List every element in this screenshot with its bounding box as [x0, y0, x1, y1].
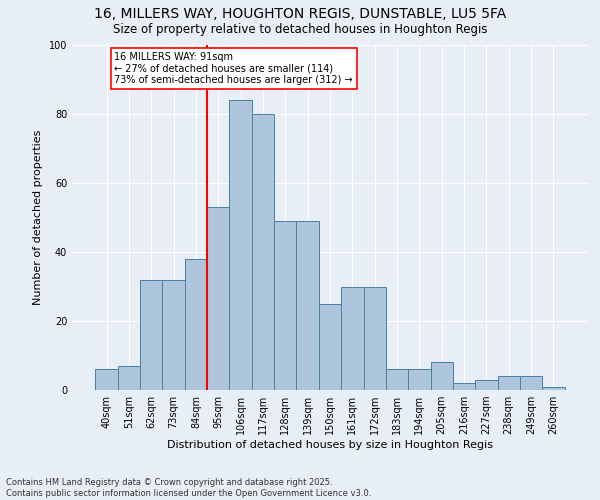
- Bar: [274, 221, 296, 390]
- Bar: [408, 370, 431, 390]
- Text: Size of property relative to detached houses in Houghton Regis: Size of property relative to detached ho…: [113, 22, 487, 36]
- Text: Contains HM Land Registry data © Crown copyright and database right 2025.
Contai: Contains HM Land Registry data © Crown c…: [6, 478, 371, 498]
- Bar: [497, 376, 520, 390]
- Text: 16 MILLERS WAY: 91sqm
← 27% of detached houses are smaller (114)
73% of semi-det: 16 MILLERS WAY: 91sqm ← 27% of detached …: [115, 52, 353, 85]
- Bar: [207, 207, 229, 390]
- Bar: [475, 380, 497, 390]
- Bar: [296, 221, 319, 390]
- Bar: [319, 304, 341, 390]
- Bar: [118, 366, 140, 390]
- Y-axis label: Number of detached properties: Number of detached properties: [33, 130, 43, 305]
- Bar: [140, 280, 163, 390]
- Bar: [542, 386, 565, 390]
- Bar: [341, 286, 364, 390]
- Bar: [520, 376, 542, 390]
- Bar: [185, 259, 207, 390]
- Bar: [252, 114, 274, 390]
- Bar: [229, 100, 252, 390]
- Bar: [431, 362, 453, 390]
- Bar: [95, 370, 118, 390]
- Bar: [163, 280, 185, 390]
- X-axis label: Distribution of detached houses by size in Houghton Regis: Distribution of detached houses by size …: [167, 440, 493, 450]
- Bar: [364, 286, 386, 390]
- Text: 16, MILLERS WAY, HOUGHTON REGIS, DUNSTABLE, LU5 5FA: 16, MILLERS WAY, HOUGHTON REGIS, DUNSTAB…: [94, 8, 506, 22]
- Bar: [453, 383, 475, 390]
- Bar: [386, 370, 408, 390]
